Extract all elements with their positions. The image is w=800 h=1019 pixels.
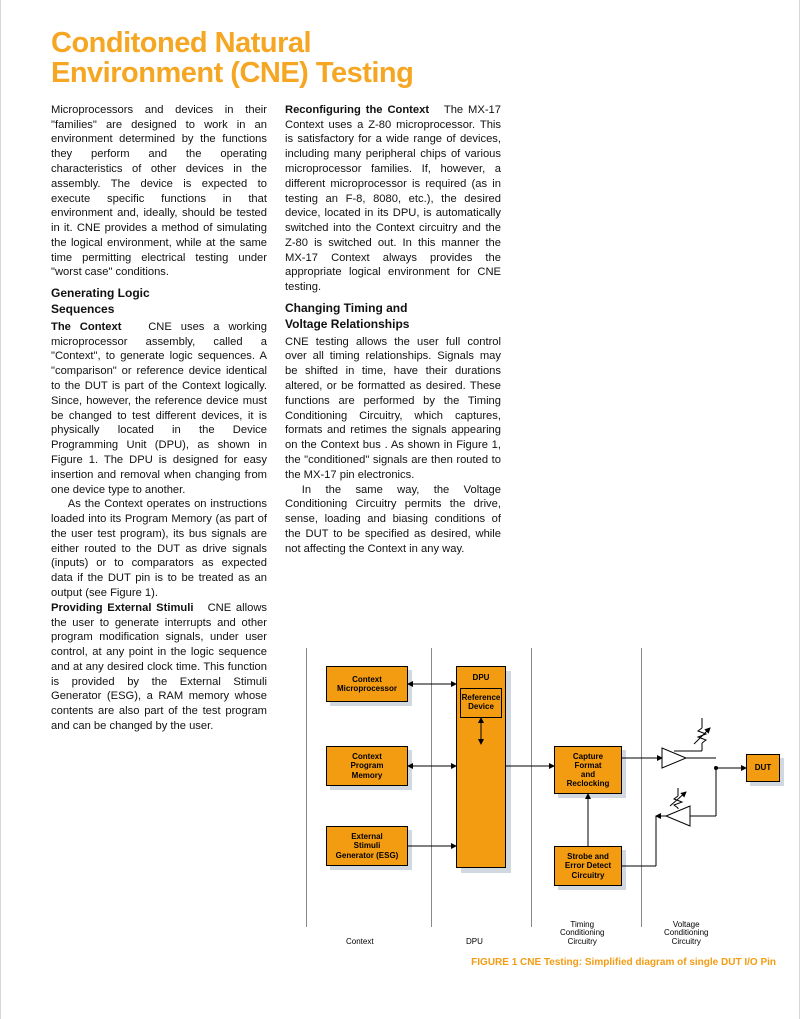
section-label-voltage: VoltageConditioningCircuitry [664,921,708,947]
section-divider [641,648,642,927]
figure-diagram: ContextMicroprocessor ContextProgramMemo… [306,648,786,953]
text-columns: Microprocessors and devices in their "fa… [51,103,759,734]
title-line-2: Environment (CNE) Testing [51,57,413,89]
column-1: Microprocessors and devices in their "fa… [51,103,267,734]
col2-heading-1: Changing Timing and Voltage Relationship… [285,301,501,333]
block-strobe: Strobe andError DetectCircuitry [554,846,622,886]
block-esg: ExternalStimuliGenerator (ESG) [326,826,408,866]
col1-p1: Microprocessors and devices in their "fa… [51,103,267,280]
page-title: Conditoned Natural Environment (CNE) Tes… [51,28,759,89]
block-context-program-memory: ContextProgramMemory [326,746,408,786]
section-label-timing: TimingConditioningCircuitry [560,921,604,947]
column-2: Reconfiguring the Context The MX-17 Cont… [285,103,501,734]
figure-1: ContextMicroprocessor ContextProgramMemo… [306,648,786,968]
block-capture: CaptureFormatandReclocking [554,746,622,794]
section-label-context: Context [346,938,374,947]
col2-p2: CNE testing allows the user full control… [285,335,501,483]
block-dut: DUT [746,754,780,782]
col2-p1: Reconfiguring the Context The MX-17 Cont… [285,103,501,295]
title-line-1: Conditoned Natural [51,27,311,59]
figure-caption: FIGURE 1 CNE Testing: Simplified diagram… [306,957,786,968]
col2-p3: In the same way, the Voltage Conditionin… [285,483,501,557]
section-divider [531,648,532,927]
col1-p2: The Context CNE uses a working microproc… [51,320,267,497]
block-context-microprocessor: ContextMicroprocessor [326,666,408,702]
section-divider [306,648,307,927]
block-reference-device: ReferenceDevice [460,688,502,718]
col1-p4: Providing External Stimuli CNE allows th… [51,601,267,734]
col1-p3: As the Context operates on instructions … [51,497,267,600]
section-label-dpu: DPU [466,938,483,947]
col1-heading-1: Generating Logic Sequences [51,286,267,318]
section-divider [431,648,432,927]
